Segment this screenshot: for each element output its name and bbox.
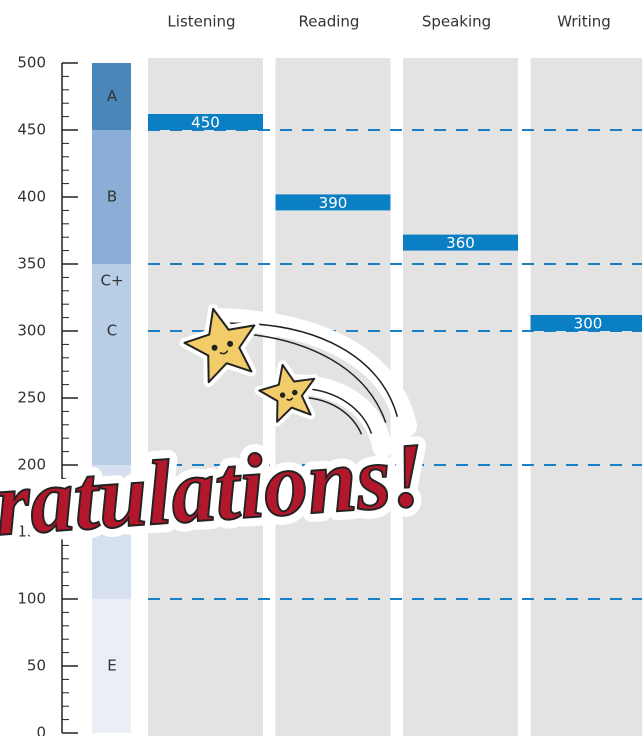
score-bar [403, 234, 518, 251]
grade-label: E [107, 657, 116, 675]
column-background [403, 58, 518, 736]
y-tick-label: 400 [17, 188, 46, 206]
grade-band [92, 130, 131, 264]
score-bar [530, 315, 642, 331]
plot: Listening Reading Speaking Writing A B C+ C E 0 50… [17, 13, 642, 736]
grade-band [92, 364, 131, 465]
y-tick-label: 450 [17, 121, 46, 139]
grade-band [92, 264, 131, 298]
grade-band [92, 297, 131, 365]
y-tick-label: 200 [17, 456, 46, 474]
column-header: Reading [299, 13, 360, 31]
grade-band [92, 63, 131, 130]
y-tick-label: 50 [27, 657, 46, 675]
column-background [530, 58, 642, 736]
y-tick-label: 0 [36, 724, 46, 736]
score-label: 390 [319, 194, 348, 212]
y-tick-label: 100 [17, 590, 46, 608]
grade-label: C [107, 322, 117, 340]
score-label: 300 [574, 315, 603, 333]
score-bar [148, 114, 263, 130]
score-label: 360 [446, 234, 475, 252]
column-header: Listening [167, 13, 235, 31]
y-tick-label: 350 [17, 255, 46, 273]
grade-band [92, 465, 131, 599]
grade-label: C+ [100, 271, 123, 289]
y-tick-label: 300 [17, 322, 46, 340]
column-header: Speaking [422, 13, 491, 31]
y-tick-label: 250 [17, 389, 46, 407]
grade-label: B [107, 188, 117, 206]
grade-band [92, 599, 131, 733]
score-bar [275, 194, 391, 211]
column-background [148, 58, 263, 736]
y-tick-label: 500 [17, 54, 46, 72]
y-tick-label: 150 [17, 523, 46, 541]
grade-label: A [107, 87, 118, 105]
score-label: 450 [191, 114, 220, 132]
column-header: Writing [557, 13, 611, 31]
